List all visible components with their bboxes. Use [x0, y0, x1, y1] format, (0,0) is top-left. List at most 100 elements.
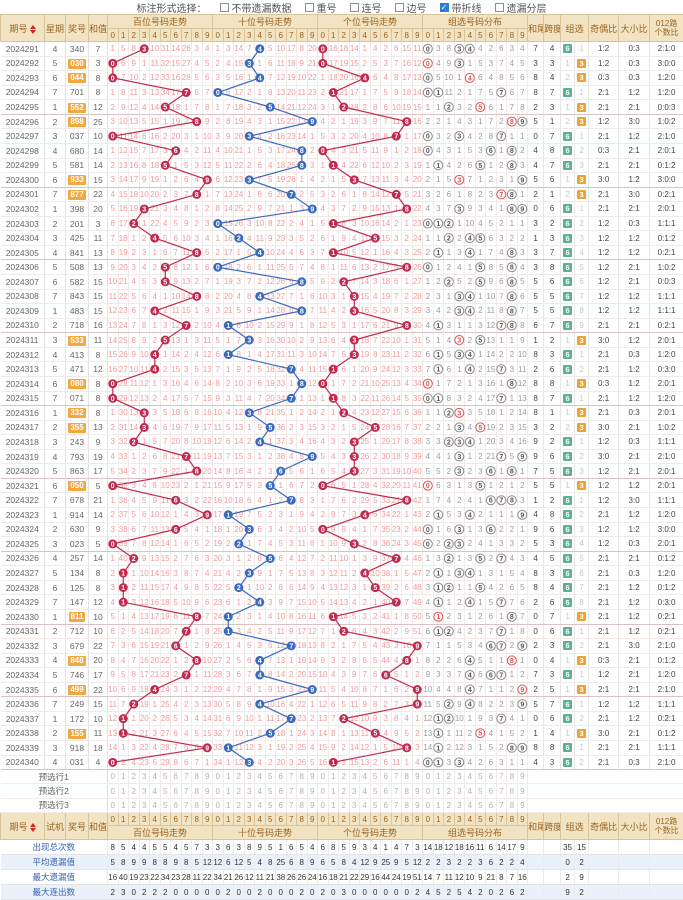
preselect-digit[interactable]: 8	[297, 798, 308, 812]
preselect-digit[interactable]: 5	[370, 798, 381, 812]
preselect-digit[interactable]: 1	[328, 770, 339, 784]
preselect-digit[interactable]: 1	[118, 784, 129, 798]
preselect-digit[interactable]: 8	[402, 770, 413, 784]
preselect-digit[interactable]: 1	[328, 784, 339, 798]
preselect-digit[interactable]: 0	[213, 770, 224, 784]
preselect-digit[interactable]: 0	[213, 784, 224, 798]
preselect-digit[interactable]: 1	[118, 798, 129, 812]
preselect-digit[interactable]: 4	[465, 784, 476, 798]
preselect-digit[interactable]: 8	[192, 770, 203, 784]
preselect-digit[interactable]: 2	[339, 798, 350, 812]
preselect-digit[interactable]: 3	[139, 784, 150, 798]
preselect-digit[interactable]: 7	[181, 770, 192, 784]
preselect-digit[interactable]: 6	[171, 798, 182, 812]
preselect-digit[interactable]: 6	[486, 798, 497, 812]
checkbox-icon[interactable]	[305, 3, 314, 12]
checkbox-icon[interactable]	[350, 3, 359, 12]
preselect-digit[interactable]: 7	[496, 770, 507, 784]
preselect-digit[interactable]: 5	[370, 770, 381, 784]
preselect-digit[interactable]: 1	[328, 798, 339, 812]
preselect-digit[interactable]: 3	[349, 770, 360, 784]
preselect-digit[interactable]: 2	[339, 784, 350, 798]
preselect-digit[interactable]: 6	[276, 784, 287, 798]
preselect-digit[interactable]: 8	[192, 784, 203, 798]
preselect-digit[interactable]: 9	[202, 784, 213, 798]
preselect-digit[interactable]: 6	[276, 798, 287, 812]
preselect-digit[interactable]: 2	[129, 770, 140, 784]
preselect-digit[interactable]: 5	[265, 798, 276, 812]
preselect-digit[interactable]: 4	[360, 798, 371, 812]
preselect-digit[interactable]: 7	[391, 798, 402, 812]
preselect-digit[interactable]: 9	[412, 798, 423, 812]
preselect-digit[interactable]: 7	[496, 784, 507, 798]
issue-sort-header[interactable]: 期号	[1, 15, 45, 42]
preselect-digit[interactable]: 4	[150, 798, 161, 812]
preselect-digit[interactable]: 4	[255, 770, 266, 784]
preselect-digit[interactable]: 8	[507, 784, 518, 798]
sort-icon[interactable]	[30, 25, 36, 34]
preselect-digit[interactable]: 1	[433, 798, 444, 812]
preselect-digit[interactable]: 4	[150, 770, 161, 784]
preselect-digit[interactable]: 0	[108, 770, 119, 784]
preselect-digit[interactable]: 5	[160, 798, 171, 812]
preselect-digit[interactable]: 0	[318, 770, 329, 784]
preselect-digit[interactable]: 9	[517, 798, 528, 812]
preselect-digit[interactable]: 8	[297, 770, 308, 784]
preselect-digit[interactable]: 9	[202, 770, 213, 784]
annotation-checkbox-4[interactable]: ✓带折线	[440, 0, 482, 15]
annotation-checkbox-5[interactable]: 遗漏分层	[495, 0, 547, 15]
checkbox-icon[interactable]	[495, 3, 504, 12]
preselect-digit[interactable]: 5	[370, 784, 381, 798]
annotation-checkbox-0[interactable]: 不带遗漏数据	[220, 0, 292, 15]
preselect-digit[interactable]: 7	[391, 784, 402, 798]
preselect-digit[interactable]: 7	[181, 784, 192, 798]
preselect-digit[interactable]: 3	[139, 798, 150, 812]
preselect-digit[interactable]: 8	[297, 784, 308, 798]
preselect-digit[interactable]: 0	[213, 798, 224, 812]
preselect-digit[interactable]: 5	[265, 770, 276, 784]
preselect-digit[interactable]: 4	[255, 784, 266, 798]
preselect-digit[interactable]: 1	[223, 798, 234, 812]
checkbox-checked-icon[interactable]: ✓	[440, 3, 449, 12]
preselect-digit[interactable]: 9	[517, 770, 528, 784]
preselect-digit[interactable]: 4	[360, 770, 371, 784]
checkbox-icon[interactable]	[395, 3, 404, 12]
preselect-digit[interactable]: 9	[412, 770, 423, 784]
preselect-digit[interactable]: 7	[286, 798, 297, 812]
preselect-digit[interactable]: 0	[423, 784, 434, 798]
preselect-digit[interactable]: 2	[444, 784, 455, 798]
preselect-digit[interactable]: 1	[433, 770, 444, 784]
checkbox-icon[interactable]	[220, 3, 229, 12]
preselect-digit[interactable]: 9	[307, 784, 318, 798]
preselect-digit[interactable]: 6	[171, 784, 182, 798]
preselect-digit[interactable]: 6	[381, 798, 392, 812]
preselect-digit[interactable]: 1	[118, 770, 129, 784]
preselect-digit[interactable]: 3	[244, 770, 255, 784]
preselect-digit[interactable]: 2	[234, 798, 245, 812]
preselect-digit[interactable]: 2	[444, 798, 455, 812]
preselect-digit[interactable]: 4	[255, 798, 266, 812]
preselect-digit[interactable]: 6	[381, 784, 392, 798]
preselect-digit[interactable]: 5	[160, 770, 171, 784]
preselect-digit[interactable]: 6	[171, 770, 182, 784]
preselect-digit[interactable]: 4	[150, 784, 161, 798]
preselect-digit[interactable]: 2	[339, 770, 350, 784]
annotation-checkbox-2[interactable]: 连号	[350, 0, 382, 15]
preselect-digit[interactable]: 0	[108, 798, 119, 812]
preselect-digit[interactable]: 9	[307, 798, 318, 812]
preselect-digit[interactable]: 9	[412, 784, 423, 798]
preselect-digit[interactable]: 9	[202, 798, 213, 812]
preselect-digit[interactable]: 5	[475, 770, 486, 784]
preselect-digit[interactable]: 0	[423, 798, 434, 812]
annotation-checkbox-3[interactable]: 边号	[395, 0, 427, 15]
preselect-digit[interactable]: 2	[234, 784, 245, 798]
preselect-digit[interactable]: 2	[129, 798, 140, 812]
preselect-digit[interactable]: 3	[349, 798, 360, 812]
preselect-digit[interactable]: 7	[286, 770, 297, 784]
preselect-digit[interactable]: 7	[496, 798, 507, 812]
preselect-digit[interactable]: 3	[349, 784, 360, 798]
preselect-digit[interactable]: 3	[244, 784, 255, 798]
preselect-digit[interactable]: 6	[486, 784, 497, 798]
preselect-digit[interactable]: 1	[223, 770, 234, 784]
annotation-checkbox-1[interactable]: 重号	[305, 0, 337, 15]
